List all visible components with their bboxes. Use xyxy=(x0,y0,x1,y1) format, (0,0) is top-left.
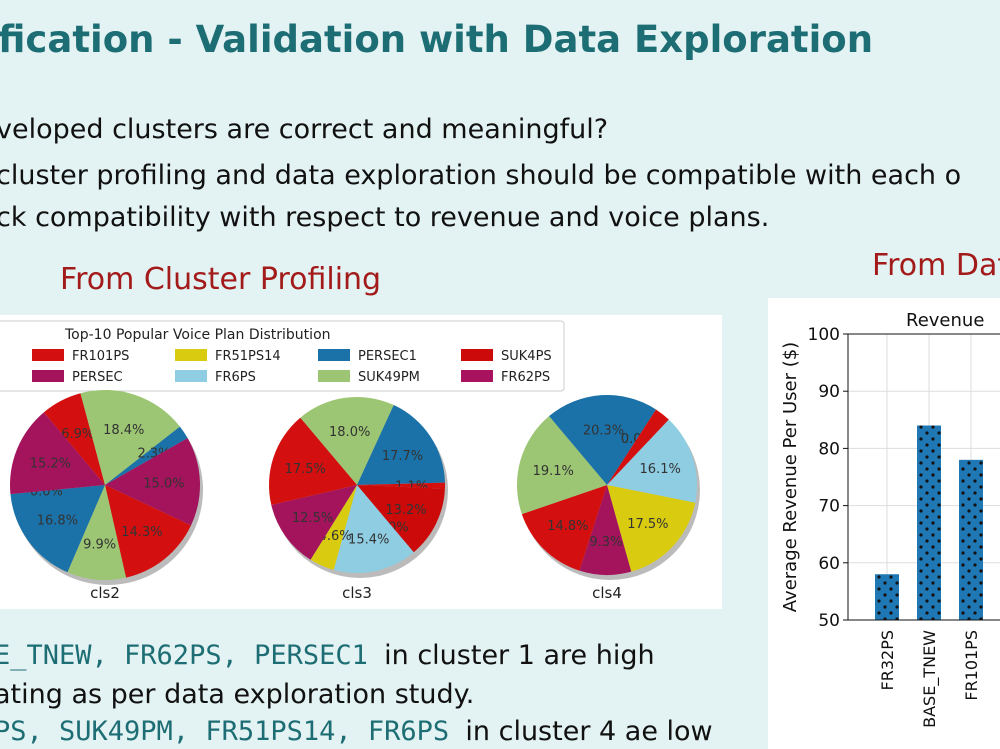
legend-swatch xyxy=(318,370,350,382)
bullet: veloped clusters are correct and meaning… xyxy=(0,114,609,145)
pie-label: 19.1% xyxy=(533,464,574,479)
pie-slice xyxy=(357,482,445,489)
legend-swatch xyxy=(32,349,64,361)
bar xyxy=(917,425,941,620)
legend-swatch xyxy=(318,349,350,361)
text: in cluster 4 ae low xyxy=(465,716,713,747)
pie-label: 9.9% xyxy=(83,538,116,553)
pie-slice xyxy=(80,390,180,485)
body-line: ating as per data exploration study. xyxy=(0,679,474,710)
pie-slice xyxy=(105,426,188,485)
legend-label: FR62PS xyxy=(501,370,550,385)
pie-slice xyxy=(579,485,632,575)
pie-slice xyxy=(521,485,607,571)
pie-slice xyxy=(357,485,445,553)
y-tick-label: 100 xyxy=(808,325,840,345)
legend-label: SUK4PS xyxy=(501,349,552,364)
pie-slice xyxy=(333,485,414,573)
pie-slice xyxy=(607,485,696,572)
code-text: E_TNEW, FR62PS, PERSEC1 xyxy=(0,640,385,671)
bullet: cluster profiling and data exploration s… xyxy=(0,160,962,191)
pie-label: 18.4% xyxy=(103,423,144,438)
legend-label: PERSEC1 xyxy=(358,349,417,364)
body-line: E_TNEW, FR62PS, PERSEC1 in cluster 1 are… xyxy=(0,640,655,671)
text: ating as per data exploration study. xyxy=(0,679,475,710)
pie-slice xyxy=(269,417,357,505)
code-text: PS, SUK49PM, FR51PS14, FR6PS xyxy=(0,716,466,747)
y-tick-label: 80 xyxy=(818,439,840,459)
pie-slice xyxy=(67,485,127,580)
pie-label: 13.2% xyxy=(385,503,426,518)
pie-label: 6.9% xyxy=(61,427,94,442)
pie-label: 15.0% xyxy=(143,477,184,492)
pie-title: cls4 xyxy=(592,584,622,602)
pie-title: cls2 xyxy=(90,584,120,602)
pie-label: 16.8% xyxy=(37,514,78,529)
pie-label: 20.3% xyxy=(583,423,624,438)
pie-label: 15.2% xyxy=(30,457,71,472)
pie-slice xyxy=(607,409,669,485)
y-tick-label: 90 xyxy=(818,382,840,402)
legend-label: PERSEC xyxy=(72,370,123,385)
pie-slice xyxy=(43,393,105,485)
pie-slice xyxy=(310,485,357,570)
pie-label: 14.3% xyxy=(121,525,162,540)
x-tick-label: FR32PS xyxy=(878,630,897,690)
pie-label: 16.1% xyxy=(640,462,681,477)
legend-label: FR51PS14 xyxy=(215,349,281,364)
y-tick-label: 50 xyxy=(818,611,840,631)
legend-swatch xyxy=(175,349,207,361)
pie-slice xyxy=(271,485,357,560)
pie-label: 17.5% xyxy=(627,517,668,532)
slide-title: fication - Validation with Data Explorat… xyxy=(0,18,874,61)
legend-swatch xyxy=(461,349,493,361)
y-axis-label: Average Revenue Per User ($) xyxy=(780,342,801,612)
x-tick-label: BASE_TNEW xyxy=(920,630,940,728)
y-tick-label: 70 xyxy=(818,497,840,517)
axes-frame xyxy=(847,333,1000,621)
legend-swatch xyxy=(32,370,64,382)
legend-label: SUK49PM xyxy=(358,370,420,385)
y-tick-label: 60 xyxy=(818,554,840,574)
pie-slice xyxy=(105,438,200,526)
bar xyxy=(959,459,983,620)
pie-label: 12.5% xyxy=(292,511,333,526)
bar-panel: Revenue 50 60 70 80 90 100 FR32PS BASE_TNEW FR101… xyxy=(768,298,1000,749)
legend-label: FR6PS xyxy=(215,370,256,385)
section-heading: From Dat xyxy=(872,248,1000,283)
pie-slice xyxy=(10,412,106,495)
pie-slice xyxy=(10,485,106,573)
pie-label: 17.7% xyxy=(382,449,423,464)
section-heading: From Cluster Profiling xyxy=(60,262,382,297)
bullet: ck compatibility with respect to revenue… xyxy=(0,202,770,233)
pie-label: 18.0% xyxy=(329,425,370,440)
pie-label: 17.5% xyxy=(285,462,326,477)
pie-slice xyxy=(300,397,394,485)
pie-slice xyxy=(549,395,656,485)
x-tick-label: FR101PS xyxy=(962,630,981,701)
legend-swatch xyxy=(461,370,493,382)
pie-label: 15.4% xyxy=(348,532,389,547)
body-line: PS, SUK49PM, FR51PS14, FR6PS in cluster … xyxy=(0,716,713,747)
pie-slice xyxy=(517,416,607,515)
pie-label: 14.8% xyxy=(547,519,588,534)
chart-title: Revenue xyxy=(906,310,984,331)
pie-panel: Top-10 Popular Voice Plan Distribution FR… xyxy=(0,315,722,609)
pie-label: 9.3% xyxy=(589,535,622,550)
legend-title: Top-10 Popular Voice Plan Distribution xyxy=(64,327,331,343)
bar xyxy=(875,574,899,620)
pie-slice xyxy=(607,419,697,503)
pie-slice xyxy=(357,405,445,485)
legend-swatch xyxy=(175,370,207,382)
pie-title: cls3 xyxy=(342,584,372,602)
legend-label: FR101PS xyxy=(72,349,129,364)
text: in cluster 1 are high xyxy=(384,640,655,671)
pie-slice xyxy=(105,485,192,578)
